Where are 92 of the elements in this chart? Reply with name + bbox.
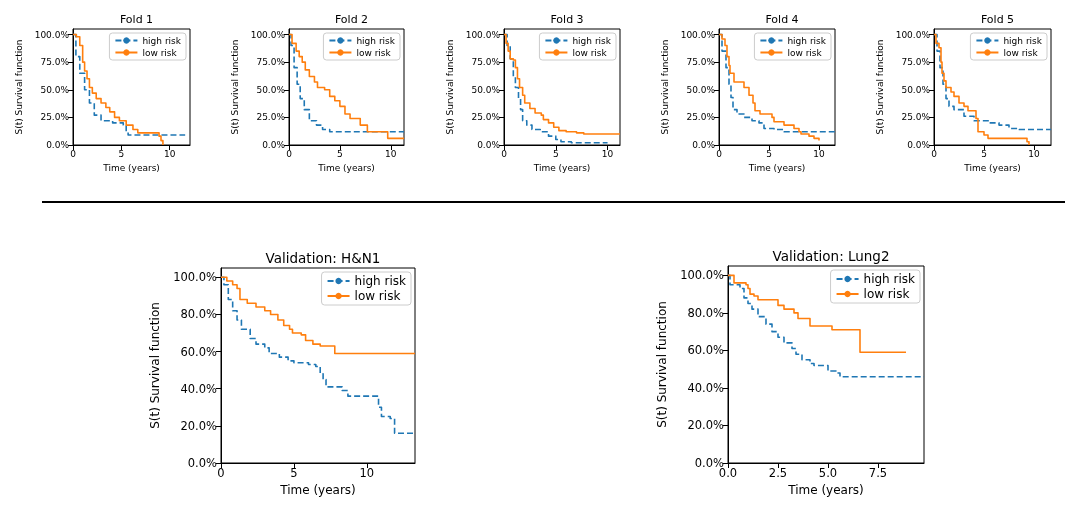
y-tick-label: 100.0% bbox=[250, 29, 286, 40]
x-axis-title: Time (years) bbox=[747, 162, 806, 173]
y-axis-title: S(t) Survival function bbox=[655, 301, 669, 428]
x-axis-title: Time (years) bbox=[963, 162, 1021, 173]
x-axis-title: Time (years) bbox=[102, 162, 160, 173]
y-tick-label: 100.0% bbox=[680, 29, 716, 40]
y-tick-label: 75.0% bbox=[901, 57, 931, 68]
chart-title: Fold 1 bbox=[119, 13, 154, 26]
x-tick-label: 0 bbox=[501, 148, 508, 159]
y-axis-title: S(t) Survival function bbox=[14, 39, 25, 135]
y-tick-label: 50.0% bbox=[471, 84, 501, 95]
y-tick-label: 0.0% bbox=[262, 140, 286, 150]
y-tick-label: 40.0% bbox=[687, 380, 725, 395]
legend-label: high risk bbox=[572, 35, 612, 46]
legend-label: low risk bbox=[1003, 47, 1039, 58]
x-tick-label: 10 bbox=[385, 148, 397, 159]
y-tick-label: 20.0% bbox=[180, 418, 218, 433]
chart-title: Fold 4 bbox=[765, 13, 799, 26]
x-tick-label: 10 bbox=[601, 148, 614, 159]
y-axis-title: S(t) Survival function bbox=[875, 39, 886, 135]
y-axis-title: S(t) Survival function bbox=[445, 39, 456, 135]
y-tick-label: 60.0% bbox=[180, 344, 218, 359]
x-tick-label: 10 bbox=[813, 148, 825, 159]
x-axis-title: Time (years) bbox=[279, 482, 356, 497]
x-tick-label: 0 bbox=[286, 148, 293, 159]
x-axis-title: Time (years) bbox=[532, 162, 591, 173]
y-tick-label: 20.0% bbox=[687, 418, 725, 433]
y-tick-label: 80.0% bbox=[180, 307, 218, 322]
y-tick-label: 75.0% bbox=[686, 57, 716, 68]
y-tick-label: 25.0% bbox=[471, 112, 501, 123]
y-tick-label: 75.0% bbox=[471, 57, 501, 68]
y-tick-label: 100.0% bbox=[173, 270, 218, 285]
x-axis-title: Time (years) bbox=[787, 482, 864, 497]
y-tick-label: 75.0% bbox=[256, 57, 286, 68]
y-axis-title: S(t) Survival function bbox=[230, 39, 241, 135]
y-tick-label: 50.0% bbox=[40, 84, 70, 95]
x-tick-label: 5 bbox=[552, 148, 559, 159]
legend-label: low risk bbox=[572, 47, 608, 58]
y-tick-label: 100.0% bbox=[680, 268, 725, 283]
y-tick-label: 60.0% bbox=[687, 343, 725, 358]
y-tick-label: 100.0% bbox=[465, 29, 501, 40]
x-tick-label: 0 bbox=[70, 148, 77, 159]
y-tick-label: 25.0% bbox=[686, 112, 716, 123]
x-tick-label: 2.5 bbox=[768, 466, 788, 480]
y-tick-label: 50.0% bbox=[686, 84, 716, 95]
y-tick-label: 0.0% bbox=[187, 456, 218, 470]
y-axis-title: S(t) Survival function bbox=[660, 39, 671, 135]
legend-label: high risk bbox=[863, 272, 916, 286]
y-tick-label: 0.0% bbox=[477, 140, 501, 150]
y-tick-label: 40.0% bbox=[180, 381, 218, 396]
legend-label: high risk bbox=[354, 274, 407, 288]
chart-title: Validation: H&N1 bbox=[265, 249, 381, 266]
y-axis-title: S(t) Survival function bbox=[148, 302, 162, 429]
y-tick-label: 0.0% bbox=[46, 140, 70, 150]
y-tick-label: 25.0% bbox=[901, 112, 931, 123]
x-tick-label: 10 bbox=[1028, 148, 1040, 159]
legend-label: low risk bbox=[142, 47, 178, 58]
chart-title: Fold 3 bbox=[550, 13, 584, 26]
legend-label: high risk bbox=[356, 35, 396, 46]
legend-label: low risk bbox=[787, 47, 823, 58]
x-tick-label: 10 bbox=[163, 148, 176, 159]
x-tick-label: 5 bbox=[337, 148, 343, 159]
x-tick-label: 5 bbox=[981, 148, 987, 159]
y-tick-label: 100.0% bbox=[34, 29, 70, 40]
legend-label: high risk bbox=[1003, 35, 1043, 46]
x-tick-label: 5.0 bbox=[818, 466, 838, 480]
x-axis-title: Time (years) bbox=[317, 162, 375, 173]
y-tick-label: 100.0% bbox=[895, 29, 931, 40]
y-tick-label: 80.0% bbox=[687, 305, 725, 320]
x-tick-label: 0 bbox=[217, 466, 225, 480]
x-tick-label: 0 bbox=[716, 148, 723, 159]
y-tick-label: 50.0% bbox=[901, 84, 931, 95]
y-tick-label: 0.0% bbox=[907, 140, 931, 150]
y-tick-label: 0.0% bbox=[692, 140, 716, 150]
x-tick-label: 0 bbox=[931, 148, 938, 159]
legend-label: low risk bbox=[354, 289, 401, 303]
x-tick-label: 5 bbox=[766, 148, 772, 159]
x-tick-label: 7.5 bbox=[868, 466, 888, 480]
y-tick-label: 75.0% bbox=[40, 57, 70, 68]
legend-label: low risk bbox=[356, 47, 392, 58]
y-tick-label: 50.0% bbox=[256, 84, 286, 95]
chart-title: Fold 5 bbox=[980, 13, 1015, 26]
x-tick-label: 5 bbox=[118, 148, 125, 159]
chart-title: Validation: Lung2 bbox=[772, 247, 890, 264]
x-tick-label: 10 bbox=[359, 466, 375, 480]
legend-label: low risk bbox=[863, 287, 910, 301]
legend-label: high risk bbox=[787, 35, 827, 46]
legend-label: high risk bbox=[142, 35, 182, 46]
x-tick-label: 5 bbox=[290, 466, 298, 480]
y-tick-label: 25.0% bbox=[256, 112, 286, 123]
y-tick-label: 25.0% bbox=[40, 112, 70, 123]
chart-title: Fold 2 bbox=[334, 13, 369, 26]
